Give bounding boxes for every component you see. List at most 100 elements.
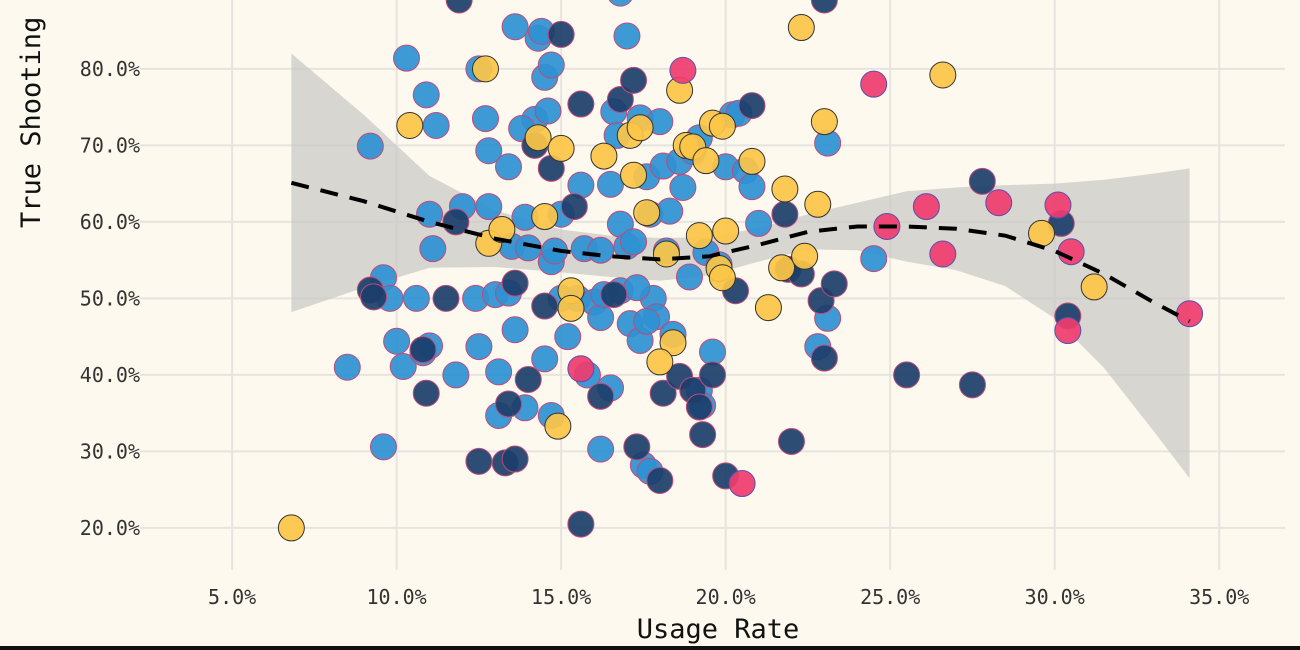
data-point-yellow-9 [557, 294, 585, 322]
data-point-yellow-27 [712, 217, 740, 245]
data-point-blue-12 [393, 44, 421, 72]
x-tick-label-4: 25.0% [860, 585, 920, 609]
data-point-blue-102 [633, 307, 661, 335]
data-point-yellow-25 [708, 264, 736, 292]
data-point-blue-87 [738, 173, 766, 201]
data-point-yellow-31 [771, 175, 799, 203]
trend-line-path [290, 180, 1191, 324]
data-point-navy-9 [495, 390, 523, 418]
data-point-blue-37 [534, 97, 562, 125]
data-point-blue-18 [471, 105, 499, 133]
data-point-blue-101 [623, 274, 651, 302]
data-point-pink-9 [1054, 317, 1082, 345]
x-tick-label-5: 30.0% [1025, 585, 1085, 609]
data-point-blue-59 [587, 435, 615, 463]
data-point-blue-81 [699, 338, 726, 366]
data-point-blue-9 [419, 235, 447, 263]
x-tick-label-1: 10.0% [367, 585, 427, 609]
data-point-navy-45 [968, 167, 996, 195]
data-point-blue-99 [860, 245, 888, 273]
data-point-pink-2 [860, 70, 888, 98]
data-point-navy-2 [409, 336, 437, 364]
data-point-blue-15 [442, 361, 470, 389]
data-point-pink-5 [929, 240, 957, 268]
data-point-pink-1 [669, 56, 697, 84]
data-point-yellow-26 [708, 112, 736, 140]
y-tick-label-0: 20.0% [80, 516, 140, 540]
data-point-yellow-13 [620, 161, 648, 189]
data-point-navy-40 [810, 344, 838, 372]
data-point-yellow-28 [738, 147, 766, 175]
data-point-blue-29 [501, 316, 529, 344]
data-point-yellow-2 [471, 55, 499, 83]
data-point-blue-0 [356, 132, 384, 160]
data-point-yellow-17 [659, 329, 687, 357]
data-point-navy-29 [685, 393, 713, 421]
data-point-yellow-0 [277, 514, 305, 542]
data-point-navy-37 [777, 427, 805, 455]
data-point-pink-11 [728, 470, 756, 498]
data-point-blue-72 [656, 197, 684, 225]
data-point-yellow-4 [488, 216, 516, 244]
data-point-blue-45 [554, 323, 582, 351]
data-point-blue-14 [402, 284, 430, 312]
data-point-navy-35 [771, 200, 799, 228]
x-tick-label-3: 20.0% [696, 585, 756, 609]
data-point-blue-5 [383, 327, 411, 355]
data-point-navy-18 [567, 90, 595, 118]
data-point-yellow-32 [787, 14, 815, 42]
data-point-blue-24 [485, 358, 513, 386]
data-point-blue-38 [537, 51, 565, 79]
data-point-navy-21 [600, 281, 628, 309]
data-point-blue-41 [531, 345, 559, 373]
y-axis-ticks: 20.0% 30.0% 40.0% 50.0% 60.0% 70.0% 80.0% [80, 57, 140, 540]
data-point-blue-51 [587, 304, 615, 332]
x-axis-ticks: 5.0% 10.0% 15.0% 20.0% 25.0% 30.0% 35.0% [208, 585, 1249, 609]
data-point-navy-20 [587, 382, 615, 410]
x-tick-label-6: 35.0% [1189, 585, 1249, 609]
y-tick-label-3: 50.0% [80, 286, 140, 310]
data-point-blue-20 [465, 333, 493, 361]
data-point-pink-6 [985, 189, 1013, 217]
data-point-blue-60 [613, 22, 641, 50]
data-points [277, 0, 1204, 542]
x-tick-label-0: 5.0% [208, 585, 256, 609]
data-point-blue-77 [675, 263, 703, 291]
data-point-blue-19 [475, 137, 503, 165]
data-point-yellow-21 [685, 222, 713, 250]
data-point-yellow-11 [590, 142, 618, 170]
data-point-blue-93 [501, 13, 529, 41]
data-point-yellow-34 [804, 190, 832, 218]
data-point-yellow-36 [929, 61, 957, 89]
data-point-blue-76 [669, 173, 697, 201]
y-tick-label-4: 60.0% [80, 210, 140, 234]
data-point-navy-12 [514, 365, 542, 393]
data-point-navy-22 [606, 85, 634, 113]
data-point-yellow-14 [626, 114, 654, 142]
data-point-navy-11 [501, 269, 529, 297]
data-point-pink-0 [567, 355, 595, 383]
data-point-blue-52 [587, 236, 615, 264]
data-point-yellow-5 [524, 124, 552, 152]
data-point-navy-14 [531, 292, 559, 320]
data-point-blue-13 [412, 81, 440, 109]
data-point-blue-11 [422, 111, 450, 139]
data-point-navy-10 [501, 445, 529, 473]
data-point-blue-22 [475, 193, 503, 221]
data-point-pink-4 [912, 193, 940, 221]
data-point-navy-4 [432, 284, 460, 312]
y-tick-label-6: 80.0% [80, 57, 140, 81]
y-tick-label-5: 70.0% [80, 133, 140, 157]
data-point-blue-95 [608, 0, 632, 7]
data-point-yellow-15 [633, 199, 661, 227]
data-point-navy-25 [646, 466, 674, 494]
y-tick-label-1: 30.0% [80, 439, 140, 463]
data-point-navy-34 [738, 92, 766, 120]
data-point-navy-17 [560, 193, 588, 221]
x-tick-label-2: 15.0% [531, 585, 591, 609]
data-point-navy-1 [360, 283, 388, 311]
data-point-navy-31 [699, 361, 726, 389]
y-axis-title: True Shooting [16, 17, 47, 228]
data-point-navy-24 [623, 433, 651, 461]
